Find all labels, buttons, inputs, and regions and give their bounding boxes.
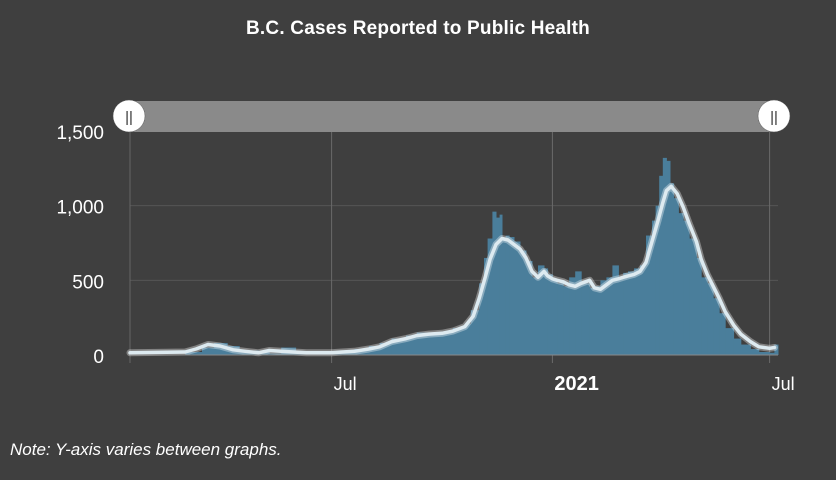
case-bar: [391, 338, 407, 355]
case-bar: [740, 344, 751, 355]
case-bar: [514, 241, 521, 355]
case-bar: [379, 343, 393, 355]
case-bar: [538, 265, 545, 355]
case-bar: [689, 238, 697, 355]
case-bar: [428, 334, 443, 355]
case-bar: [569, 277, 576, 355]
case-bar: [594, 286, 601, 355]
case-bar: [509, 237, 515, 355]
case-bar: [520, 250, 527, 355]
case-bar: [673, 198, 679, 355]
case-bar: [670, 183, 675, 355]
case-bar: [557, 283, 564, 355]
case-bar: [214, 343, 228, 355]
case-bar: [666, 160, 671, 355]
case-bar: [269, 353, 282, 355]
case-bar: [552, 280, 558, 355]
case-bar: [612, 265, 619, 355]
x-tick-label: 2021: [554, 373, 599, 395]
case-bar: [484, 257, 489, 355]
y-tick-label: 1,000: [56, 198, 104, 219]
y-tick-label: 500: [72, 272, 104, 293]
case-bar: [416, 332, 430, 355]
case-bar: [733, 338, 742, 355]
left-handle-grip: ||: [125, 109, 133, 126]
range-slider-track[interactable]: [130, 101, 774, 132]
case-bar: [202, 347, 215, 355]
case-bar: [496, 217, 501, 355]
y-tick-label: 0: [93, 347, 104, 368]
case-bar: [662, 157, 667, 355]
axis-layer: 0 500 1,000 1,500 Jul 2021 Jul: [56, 123, 794, 395]
case-bar: [600, 280, 607, 355]
case-bar: [719, 313, 726, 355]
case-bar: [713, 298, 720, 355]
case-bar: [707, 283, 714, 355]
case-bar: [502, 238, 507, 355]
case-bar: [354, 349, 370, 355]
case-bar: [547, 274, 553, 355]
case-bar: [258, 352, 270, 355]
case-bar: [185, 352, 203, 355]
case-bar: [634, 268, 641, 355]
case-bar: [544, 268, 549, 355]
line-layer: [126, 182, 778, 357]
case-bar: [683, 220, 690, 355]
case-bar: [652, 220, 657, 355]
case-bar: [701, 277, 708, 355]
case-bar: [499, 214, 503, 355]
case-bar: [640, 265, 647, 355]
case-bar: [646, 235, 653, 355]
case-bar: [526, 260, 533, 355]
case-bar: [774, 344, 779, 355]
case-bar: [470, 310, 480, 355]
average-line: [128, 184, 777, 355]
right-handle-grip: ||: [770, 109, 778, 126]
case-bar: [659, 175, 664, 355]
case-bar: [452, 328, 466, 355]
case-bar: [589, 287, 595, 355]
case-bar: [492, 211, 497, 355]
range-slider-left-handle[interactable]: ||: [112, 99, 146, 133]
case-bar: [618, 277, 624, 355]
case-bar: [406, 335, 418, 355]
case-bar: [532, 277, 539, 355]
case-bar: [696, 257, 702, 355]
case-bar: [505, 235, 510, 355]
case-bar: [563, 286, 570, 355]
case-bar: [575, 271, 582, 355]
case-bar: [655, 205, 660, 355]
case-bar: [623, 272, 629, 355]
case-bar: [368, 346, 381, 355]
bars-layer: [185, 157, 779, 355]
case-bar: [487, 238, 493, 355]
case-bar: [606, 277, 613, 355]
case-bar: [758, 352, 771, 355]
case-bar: [464, 323, 472, 355]
case-bar: [442, 332, 454, 355]
y-tick-label: 1,500: [56, 123, 104, 144]
case-bar: [479, 283, 485, 355]
range-slider-right-handle[interactable]: ||: [757, 99, 791, 133]
x-tick-label: Jul: [772, 374, 795, 394]
case-bar: [750, 349, 760, 355]
x-tick-label: Jul: [334, 374, 357, 394]
case-bar: [769, 352, 775, 355]
case-bar: [678, 213, 684, 355]
case-bar: [581, 283, 591, 355]
chart-title: B.C. Cases Reported to Public Health: [246, 18, 590, 39]
footnote: Note: Y-axis varies between graphs.: [10, 440, 282, 459]
case-bar: [628, 271, 635, 355]
range-slider[interactable]: || ||: [112, 99, 791, 133]
case-bar: [725, 328, 735, 355]
